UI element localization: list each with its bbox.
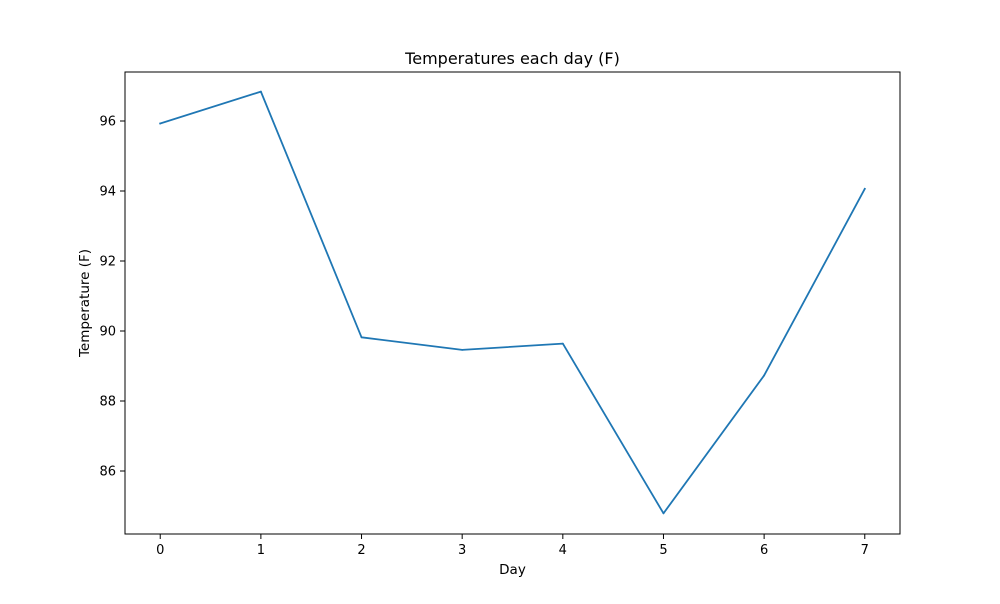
x-tick-label: 3: [458, 543, 466, 558]
axes-frame: [124, 71, 901, 535]
y-tick-label: 94: [99, 185, 116, 200]
x-tick-label: 4: [559, 543, 567, 558]
plot-area: [124, 71, 901, 535]
y-tick-label: 96: [99, 115, 116, 130]
x-axis-label: Day: [499, 562, 526, 578]
x-tick-label: 5: [659, 543, 667, 558]
x-axis: 0 1 2 3 4 5 6 7: [156, 534, 869, 558]
x-tick-label: 7: [861, 543, 869, 558]
y-tick-label: 88: [99, 395, 116, 410]
data-point: [159, 122, 162, 125]
series-line-0: [159, 90, 866, 515]
y-tick-label: 86: [99, 465, 116, 480]
data-point: [863, 188, 866, 190]
y-tick-label: 92: [99, 255, 116, 270]
y-tick-label: 90: [99, 325, 116, 340]
y-axis: 86 88 90 92 94 96: [99, 115, 125, 480]
x-tick-label: 6: [760, 543, 768, 558]
chart-title: Temperatures each day (F): [404, 49, 620, 68]
data-point: [662, 512, 665, 515]
data-point: [461, 349, 464, 351]
y-axis-label: Temperature (F): [77, 249, 93, 358]
data-point: [259, 90, 262, 93]
data-point: [763, 374, 766, 377]
x-tick-label: 1: [257, 543, 265, 558]
data-point: [561, 342, 564, 345]
data-point: [360, 336, 363, 339]
x-tick-label: 2: [357, 543, 365, 558]
x-tick-label: 0: [156, 543, 164, 558]
